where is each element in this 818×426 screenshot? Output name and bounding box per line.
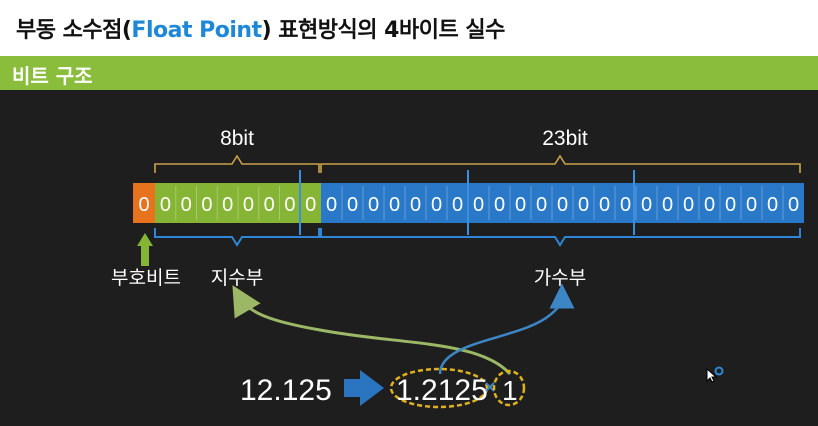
mantissa-bit: 0 xyxy=(620,194,631,216)
mantissa-bit: 0 xyxy=(725,194,736,216)
title-suffix: ) 표현방식의 4바이트 실수 xyxy=(261,18,506,43)
mantissa-bit: 0 xyxy=(515,194,526,216)
example-decimal: 12.125 xyxy=(240,374,332,407)
example-mantissa: 1.2125 xyxy=(396,374,488,407)
mantissa-bit: 0 xyxy=(641,194,652,216)
section-title: 비트 구조 xyxy=(12,64,93,88)
sign-bit-label: 부호비트 xyxy=(111,267,181,289)
mantissa-count-label: 23bit xyxy=(542,127,588,150)
section-bar: 비트 구조 xyxy=(0,56,818,90)
mantissa-bit: 0 xyxy=(494,194,505,216)
mantissa-bit: 0 xyxy=(578,194,589,216)
exponent-bit: 0 xyxy=(222,194,233,216)
title-bar: 부동 소수점(Float Point) 표현방식의 4바이트 실수 xyxy=(0,0,818,56)
exponent-bit: 0 xyxy=(181,194,192,216)
mantissa-brace xyxy=(320,228,801,247)
times-mark xyxy=(485,382,495,392)
exponent-bit: 0 xyxy=(305,194,316,216)
mantissa-bit: 0 xyxy=(662,194,673,216)
exponent-bit: 0 xyxy=(243,194,254,216)
big-right-arrow xyxy=(344,370,384,406)
mantissa-bit: 0 xyxy=(368,194,379,216)
exponent-bit-field xyxy=(155,183,321,223)
mantissa-bit-field xyxy=(321,183,804,223)
exponent-bit: 0 xyxy=(284,194,295,216)
mantissa-bit: 0 xyxy=(767,194,778,216)
mantissa-bit: 0 xyxy=(788,194,799,216)
mantissa-bit: 0 xyxy=(536,194,547,216)
sign-bit-field xyxy=(133,183,155,223)
exponent-bit: 0 xyxy=(201,194,212,216)
exponent-bit: 0 xyxy=(264,194,275,216)
mantissa-bit: 0 xyxy=(431,194,442,216)
mantissa-ellipse xyxy=(389,367,489,409)
mantissa-bit: 0 xyxy=(326,194,337,216)
exponent-label: 지수부 xyxy=(211,267,263,289)
mantissa-bit: 0 xyxy=(410,194,421,216)
mantissa-bit: 0 xyxy=(704,194,715,216)
mantissa-bit: 0 xyxy=(557,194,568,216)
mantissa-bit: 0 xyxy=(473,194,484,216)
title-accent: Float Point xyxy=(131,18,262,43)
mouse-cursor-icon xyxy=(706,366,724,383)
mantissa-curve-arrow xyxy=(438,283,575,375)
mantissa-bit: 0 xyxy=(683,194,694,216)
mantissa-bit: 0 xyxy=(347,194,358,216)
mantissa-bit: 0 xyxy=(746,194,757,216)
exponent-count-brace xyxy=(154,154,320,173)
sign-bit-arrow xyxy=(137,233,153,266)
mantissa-count-brace xyxy=(320,154,801,173)
exponent-count-label: 8bit xyxy=(220,127,254,150)
mantissa-bit: 0 xyxy=(599,194,610,216)
example-exponent: 1 xyxy=(502,375,518,406)
mantissa-bit: 0 xyxy=(452,194,463,216)
exponent-bit: 0 xyxy=(160,194,171,216)
sign-bit: 0 xyxy=(138,194,149,216)
title-prefix: 부동 소수점( xyxy=(16,18,132,43)
mantissa-bit: 0 xyxy=(389,194,400,216)
mantissa-label: 가수부 xyxy=(534,267,586,289)
page-title: 부동 소수점(Float Point) 표현방식의 4바이트 실수 xyxy=(16,12,505,44)
exponent-brace xyxy=(154,228,320,247)
exponent-ellipse xyxy=(492,369,526,407)
exponent-curve-arrow xyxy=(232,285,512,375)
